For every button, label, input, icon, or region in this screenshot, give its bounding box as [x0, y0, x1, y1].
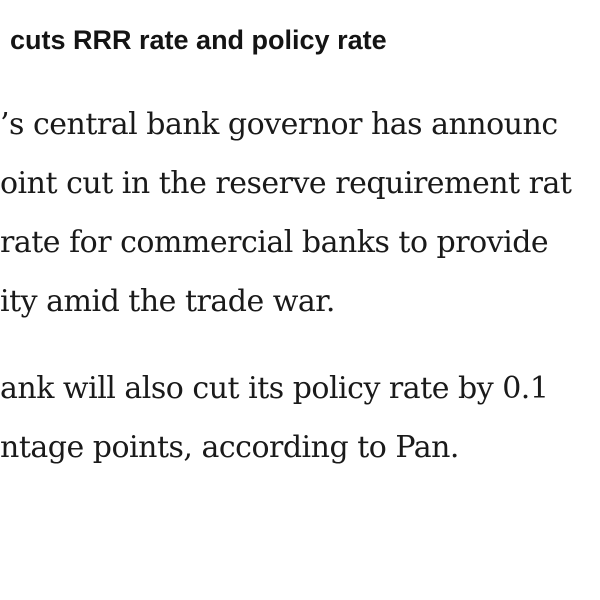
paragraph-line: oint cut in the reserve requirement rat: [0, 166, 572, 201]
paragraph-line: ntage points, according to Pan.: [0, 430, 459, 465]
paragraph-line: rate for commercial banks to provide: [0, 225, 549, 260]
paragraph-line: ’s central bank governor has announc: [0, 107, 558, 142]
paragraph-line: ank will also cut its policy rate by 0.1: [0, 371, 549, 406]
article-headline: cuts RRR rate and policy rate: [10, 25, 387, 55]
paragraph-line: ity amid the trade war.: [0, 284, 335, 319]
